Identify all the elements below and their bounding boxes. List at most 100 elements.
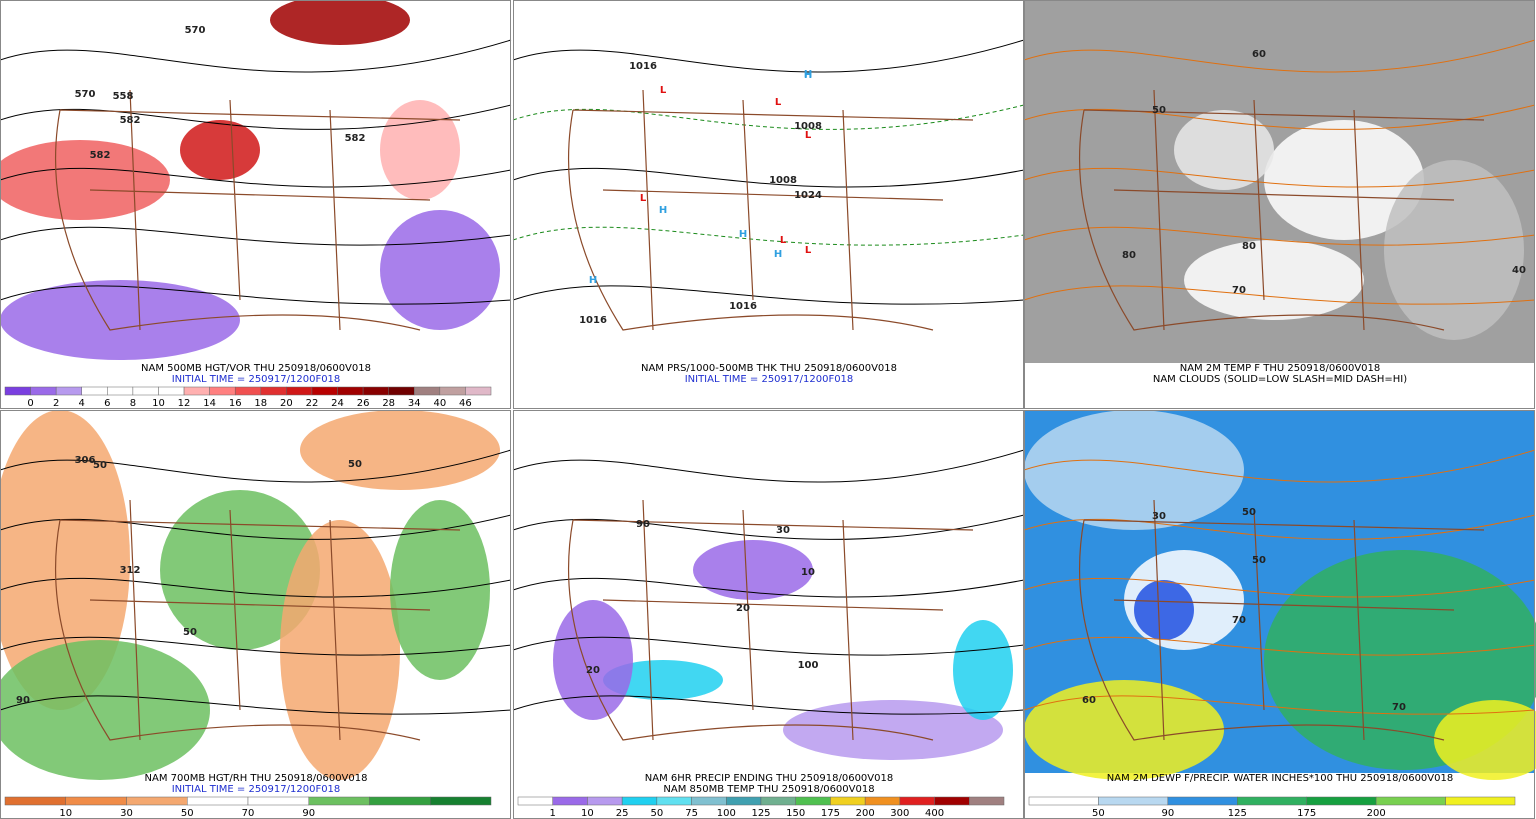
colorbar-swatch [465, 386, 492, 396]
colorbar-swatch [311, 386, 338, 396]
panel-border [0, 0, 511, 409]
map-shading [603, 660, 723, 700]
map-shading [783, 700, 1003, 760]
map-label: 100 [798, 660, 819, 671]
map-label: 70 [1232, 615, 1246, 626]
map-label: 558 [113, 91, 134, 102]
map-shading [953, 620, 1013, 720]
contour [1023, 449, 1536, 483]
map-shading [0, 140, 170, 220]
colorbar-label: 100 [717, 808, 736, 819]
map-label: 70 [1232, 285, 1246, 296]
map-label: H [659, 205, 667, 216]
caption-line: NAM 2M TEMP F THU 250918/0600V018 [1180, 363, 1381, 374]
map-label: 306 [75, 455, 96, 466]
map-shading [160, 490, 320, 650]
map-shading [270, 0, 410, 45]
map-shading [553, 600, 633, 720]
contour [1023, 695, 1536, 715]
state-borders [568, 499, 974, 741]
colorbar-swatch [107, 386, 134, 396]
colorbar-swatch [1445, 796, 1516, 806]
map-label: 570 [185, 25, 206, 36]
contour [1023, 636, 1536, 656]
colorbar-swatch [1306, 796, 1377, 806]
colorbar-swatch [830, 796, 866, 806]
panel: 60 70 80 40 50 80 NAM 2M TEMP F THU 250918/060… [1023, 0, 1536, 409]
contour [0, 695, 512, 715]
map-label: L [640, 193, 647, 204]
map-label: 1016 [579, 315, 607, 326]
map-shading [380, 210, 500, 330]
panel: 570 582 558 570 582 582 NAM 500MB HGT/VOR THU … [0, 0, 512, 409]
colorbar-label: 90 [1161, 808, 1174, 819]
caption-line: NAM 500MB HGT/VOR THU 250918/0600V018 [141, 363, 371, 374]
map-shading [180, 120, 260, 180]
contour [0, 39, 512, 73]
colorbar-label: 25 [616, 808, 629, 819]
colorbar-swatch [183, 386, 210, 396]
map-shading [1384, 160, 1524, 340]
contour [512, 449, 1025, 483]
colorbar-label: 70 [242, 808, 255, 819]
colorbar-swatch [286, 386, 313, 396]
contour [0, 167, 512, 188]
colorbar-label: 24 [331, 398, 344, 409]
colorbar-label: 50 [650, 808, 663, 819]
map-label: 30 [776, 525, 790, 536]
colorbar-swatch [209, 386, 236, 396]
caption-line: NAM 700MB HGT/RH THU 250918/0600V018 [145, 773, 368, 784]
colorbar-swatch [4, 796, 66, 806]
colorbar-label: 125 [1228, 808, 1247, 819]
map-label: L [780, 235, 787, 246]
map-label: L [775, 97, 782, 108]
map-shading [0, 280, 240, 360]
contour [512, 104, 1025, 130]
map-label: H [804, 70, 812, 81]
contour [1023, 167, 1536, 188]
map-shading [1174, 110, 1274, 190]
contour [512, 577, 1025, 598]
map-label: 70 [1392, 702, 1406, 713]
colorbar-swatch [4, 386, 31, 396]
contour [1023, 39, 1536, 73]
caption-line: INITIAL TIME = 250917/1200F018 [172, 374, 341, 385]
colorbar-swatch [1028, 796, 1099, 806]
colorbar-swatch [899, 796, 935, 806]
contour [1023, 577, 1536, 598]
colorbar-swatch [726, 796, 762, 806]
colorbar-label: 200 [856, 808, 875, 819]
colorbar-label: 12 [178, 398, 191, 409]
map-shading [0, 410, 130, 710]
map-label: 582 [120, 115, 141, 126]
map-shading [1184, 240, 1364, 320]
panel-border [1024, 0, 1535, 409]
map-label: 90 [16, 695, 30, 706]
map-label: 60 [1252, 49, 1266, 60]
map-shading [1024, 680, 1224, 780]
state-borders [1079, 89, 1485, 331]
caption-line: NAM 6HR PRECIP ENDING THU 250918/0600V01… [645, 773, 893, 784]
colorbar-swatch [1237, 796, 1307, 806]
colorbar-label: 10 [152, 398, 165, 409]
colorbar-swatch [760, 796, 796, 806]
map-label: 312 [120, 565, 141, 576]
contour [512, 226, 1025, 246]
colorbar-swatch [65, 796, 127, 806]
map-shading [280, 520, 400, 780]
map-label: 1016 [729, 301, 757, 312]
colorbar-swatch [1375, 796, 1446, 806]
map-shading [1434, 700, 1536, 780]
panel-border [513, 0, 1024, 409]
colorbar-swatch [126, 796, 188, 806]
contour [0, 226, 512, 246]
colorbar-label: 175 [1297, 808, 1316, 819]
colorbar-label: 125 [751, 808, 770, 819]
colorbar-swatch [656, 796, 692, 806]
state-borders [568, 89, 974, 331]
map-label: H [774, 249, 782, 260]
state-borders [55, 499, 461, 741]
map-shading [0, 640, 210, 780]
colorbar-swatch [864, 796, 901, 806]
